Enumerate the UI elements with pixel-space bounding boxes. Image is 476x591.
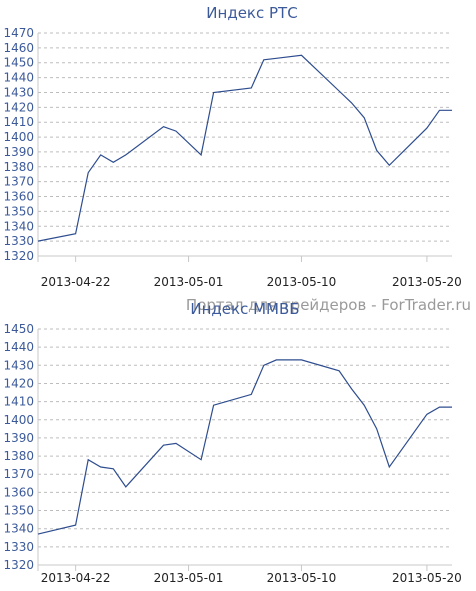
y-tick-label: 1400 [3, 413, 34, 427]
x-ticks-micex: 2013-04-22 2013-05-01 2013-05-10 2013-05-20 [41, 565, 462, 585]
chart-rts: Индекс РТС 13201330134013501360137013801… [3, 4, 461, 289]
y-tick-label: 1340 [3, 219, 34, 233]
x-ticks-rts: 2013-04-22 2013-05-01 2013-05-10 2013-05-20 [41, 256, 462, 289]
y-tick-label: 1390 [3, 431, 34, 445]
x-tick-label: 2013-05-20 [392, 571, 462, 585]
y-tick-label: 1340 [3, 522, 34, 536]
y-tick-label: 1420 [3, 100, 34, 114]
watermark-text: Портал для трейдеров - ForTrader.ru [186, 296, 471, 314]
y-tick-label: 1450 [3, 322, 34, 336]
x-tick-label: 2013-05-20 [392, 275, 462, 289]
x-tick-label: 2013-04-22 [41, 275, 111, 289]
y-ticks-micex: 1320 1330 1340 1350 1360 1370 1380 1390 1400 1410… [3, 322, 34, 572]
x-tick-label: 2013-05-10 [267, 571, 337, 585]
x-tick-label: 2013-05-10 [267, 275, 337, 289]
series-rts [37, 54, 452, 242]
series-line-micex [37, 359, 452, 535]
y-tick-label: 1320 [3, 249, 34, 263]
y-tick-label: 1470 [3, 26, 34, 40]
chart-title-rts: Индекс РТС [206, 4, 297, 22]
y-tick-label: 1380 [3, 160, 34, 174]
y-tick-label: 1390 [3, 145, 34, 159]
y-tick-label: 1360 [3, 485, 34, 499]
y-tick-label: 1350 [3, 504, 34, 518]
grid-micex [37, 328, 452, 571]
y-tick-label: 1430 [3, 85, 34, 99]
y-tick-label: 1450 [3, 56, 34, 70]
y-ticks-rts: 1320133013401350136013701380139014001410… [3, 26, 34, 263]
y-tick-label: 1370 [3, 175, 34, 189]
x-tick-label: 2013-05-01 [154, 571, 224, 585]
y-tick-label: 1360 [3, 190, 34, 204]
y-tick-label: 1320 [3, 558, 34, 572]
y-tick-label: 1410 [3, 395, 34, 409]
y-tick-label: 1440 [3, 340, 34, 354]
y-tick-label: 1350 [3, 204, 34, 218]
y-tick-label: 1410 [3, 115, 34, 129]
y-tick-label: 1440 [3, 71, 34, 85]
y-tick-label: 1430 [3, 358, 34, 372]
x-tick-label: 2013-05-01 [154, 275, 224, 289]
series-line-rts [37, 54, 452, 242]
y-tick-label: 1460 [3, 41, 34, 55]
series-micex [37, 359, 452, 535]
chart-title-micex: Индекс ММВБ [190, 300, 299, 318]
y-tick-label: 1330 [3, 540, 34, 554]
grid-rts [37, 32, 452, 262]
y-tick-label: 1370 [3, 467, 34, 481]
y-tick-label: 1400 [3, 130, 34, 144]
y-tick-label: 1330 [3, 234, 34, 248]
chart-micex: Индекс ММВБ 1320 1330 1340 1350 1360 1370 1380… [3, 300, 461, 585]
y-tick-label: 1380 [3, 449, 34, 463]
y-tick-label: 1420 [3, 376, 34, 390]
x-tick-label: 2013-04-22 [41, 571, 111, 585]
